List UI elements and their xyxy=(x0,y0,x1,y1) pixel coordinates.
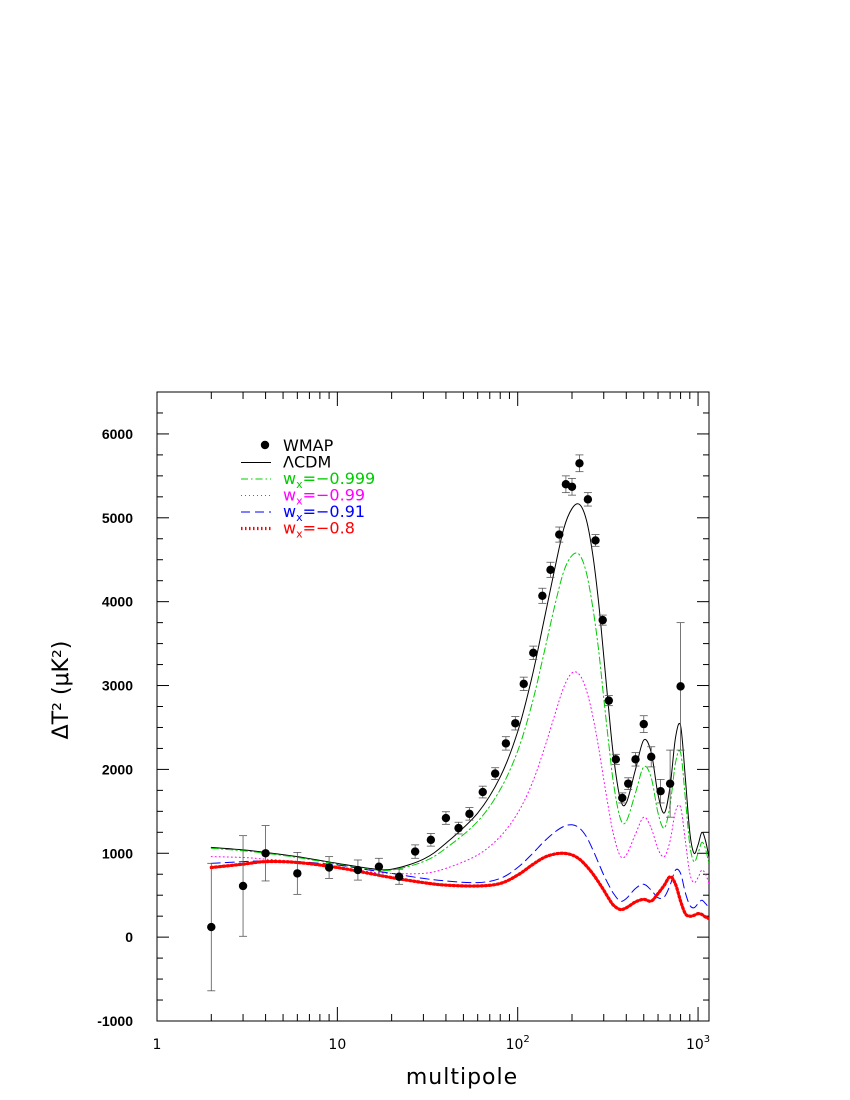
data-point xyxy=(511,719,520,728)
legend-marker-WMAP xyxy=(260,440,270,450)
data-point xyxy=(631,755,640,764)
legend-label-sub: x xyxy=(296,495,303,508)
data-point xyxy=(624,779,633,788)
x-axis-label: multipole xyxy=(406,1065,518,1090)
x-tick-label: 102 xyxy=(506,1034,530,1053)
series-line-w_x=-0.999 xyxy=(210,552,709,872)
data-point xyxy=(529,648,538,658)
data-point xyxy=(324,863,334,872)
data-point xyxy=(519,679,528,689)
y-tick-label: 6000 xyxy=(102,426,133,442)
legend-label-rest: =−0.999 xyxy=(303,469,376,488)
data-point xyxy=(465,809,474,819)
legend-label-w_x=-0.99: wx=−0.99 xyxy=(283,486,365,508)
legend-label-ΛCDM: ΛCDM xyxy=(283,453,331,472)
plot-area: -1000 0 1000 2000 3000 4000 5000 6000 1 10 102 103 W… xyxy=(97,391,710,1053)
data-point xyxy=(555,530,564,539)
y-tick-label: 1000 xyxy=(102,845,133,861)
legend-label-w_x=-0.91: wx=−0.91 xyxy=(283,502,365,524)
x-tick-label: 10 xyxy=(328,1037,346,1053)
data-point xyxy=(394,872,404,881)
data-point xyxy=(598,615,607,625)
x-tick-exponent: 2 xyxy=(523,1034,529,1045)
data-point xyxy=(647,752,656,762)
series-line-ΛCDM xyxy=(210,503,709,871)
series-line-w_x=-0.8 xyxy=(209,851,709,921)
data-point xyxy=(261,849,270,858)
y-tick-label: 3000 xyxy=(102,678,133,694)
data-point xyxy=(656,787,665,796)
data-point xyxy=(207,922,216,932)
legend-label-sub: x xyxy=(296,528,303,541)
legend-label-rest: =−0.99 xyxy=(303,486,365,505)
data-point xyxy=(410,847,420,856)
legend-label-main: w xyxy=(283,519,296,538)
y-tick-label: 5000 xyxy=(102,510,133,526)
legend-label-rest: =−0.91 xyxy=(303,502,365,521)
data-point xyxy=(583,495,593,504)
data-point xyxy=(665,779,675,788)
data-point xyxy=(546,565,555,574)
y-axis-label: ΔT² (μK²) xyxy=(49,641,74,740)
data-point xyxy=(490,769,500,778)
series-line-w_x=-0.91 xyxy=(210,824,709,909)
plot-frame xyxy=(156,391,710,1022)
x-tick-exponent: 3 xyxy=(704,1034,710,1045)
data-point xyxy=(353,865,363,875)
legend-label-main: w xyxy=(283,502,296,521)
y-tick-label: 4000 xyxy=(102,594,133,610)
legend-label-sub: x xyxy=(296,478,303,491)
data-point xyxy=(454,823,463,833)
x-tick-label: 103 xyxy=(686,1034,710,1053)
data-point xyxy=(618,793,627,803)
data-point xyxy=(639,719,648,729)
y-tick-label: -1000 xyxy=(97,1013,133,1029)
data-point xyxy=(676,682,685,691)
data-point xyxy=(567,482,577,491)
data-point xyxy=(604,696,614,705)
data-point xyxy=(538,591,547,600)
legend-label-main: w xyxy=(283,469,296,488)
data-point xyxy=(501,739,511,748)
legend-label-WMAP: WMAP xyxy=(283,436,334,455)
data-point xyxy=(575,459,584,468)
legend-label-w_x=-0.999: wx=−0.999 xyxy=(283,469,375,491)
data-point xyxy=(374,862,384,871)
x-tick-label: 1 xyxy=(153,1037,162,1053)
legend-label-sub: x xyxy=(296,511,303,524)
model-curves xyxy=(209,503,709,921)
legend-label-main: w xyxy=(283,486,296,505)
legend-label-rest: =−0.8 xyxy=(303,519,355,538)
data-point xyxy=(426,835,436,845)
series-line-w_x=-0.99 xyxy=(210,671,709,884)
y-tick-label: 2000 xyxy=(102,761,133,777)
data-point xyxy=(293,869,302,878)
data-point xyxy=(441,813,451,823)
data-point xyxy=(591,536,600,545)
wmap-points xyxy=(207,454,685,992)
data-point xyxy=(478,787,487,797)
legend-label-w_x=-0.8: wx=−0.8 xyxy=(283,519,355,541)
data-point xyxy=(611,755,621,764)
y-tick-label: 0 xyxy=(125,929,133,945)
data-point xyxy=(238,881,248,891)
